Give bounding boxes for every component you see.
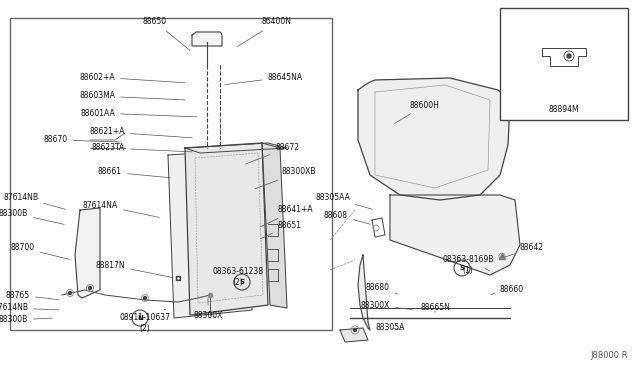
Text: 87614NB: 87614NB [0,304,60,312]
Text: 88600H: 88600H [394,100,440,124]
Text: 88765: 88765 [6,291,60,300]
Text: 88300XB: 88300XB [255,167,317,189]
Bar [500,8,628,120]
Circle shape [567,54,571,58]
Polygon shape [168,150,252,318]
Text: (2): (2) [140,324,150,333]
Polygon shape [75,208,100,298]
Text: 88894M: 88894M [548,106,579,115]
Text: 88300X: 88300X [193,298,223,320]
Text: 88305A: 88305A [375,324,404,333]
Text: J88000 R: J88000 R [591,351,628,360]
Text: 88621+A: 88621+A [90,128,192,138]
Polygon shape [185,143,287,153]
Text: 08363-61238: 08363-61238 [212,267,264,282]
Text: 88641+A: 88641+A [260,205,314,227]
Text: 88665N: 88665N [420,304,450,312]
Text: 88672: 88672 [246,144,299,164]
Text: 88305AA: 88305AA [315,193,372,209]
Text: 88670: 88670 [44,135,120,144]
Text: 87614NB: 87614NB [3,192,65,209]
Text: 87614NA: 87614NA [83,201,159,217]
Text: 88623TA: 88623TA [92,144,192,153]
Polygon shape [390,195,520,275]
Polygon shape [262,143,287,308]
Text: N: N [137,315,143,321]
Text: 88660: 88660 [491,285,524,295]
Polygon shape [192,32,222,46]
Text: 88680: 88680 [366,283,397,294]
Text: 88300B: 88300B [0,315,52,324]
Polygon shape [185,143,268,315]
Text: 88651: 88651 [260,221,302,239]
Text: 88661: 88661 [98,167,170,178]
Text: 88300B: 88300B [0,208,64,224]
Text: 88700: 88700 [11,244,69,259]
Polygon shape [340,328,368,342]
Circle shape [88,286,92,289]
Circle shape [143,296,147,299]
Text: S: S [239,279,244,285]
Text: 88650: 88650 [143,17,190,50]
Text: 08911-10637: 08911-10637 [120,309,170,323]
Text: 86400N: 86400N [237,17,292,46]
Text: (1): (1) [463,266,474,275]
Bar [10,18,332,330]
Text: 88608: 88608 [324,211,371,224]
Polygon shape [358,255,370,330]
Text: 88602+A: 88602+A [79,73,185,83]
Text: 88601AA: 88601AA [80,109,197,118]
Text: 88300X: 88300X [360,301,412,310]
Text: 88645NA: 88645NA [225,73,303,85]
Text: 88642: 88642 [504,244,544,257]
Text: 88603MA: 88603MA [79,92,185,100]
Circle shape [353,328,356,331]
Text: S: S [460,265,465,271]
Text: 08363-8169B: 08363-8169B [442,256,493,271]
Polygon shape [358,78,510,200]
Circle shape [68,292,72,295]
Text: 88817N: 88817N [95,260,172,278]
Text: (2): (2) [232,278,243,286]
